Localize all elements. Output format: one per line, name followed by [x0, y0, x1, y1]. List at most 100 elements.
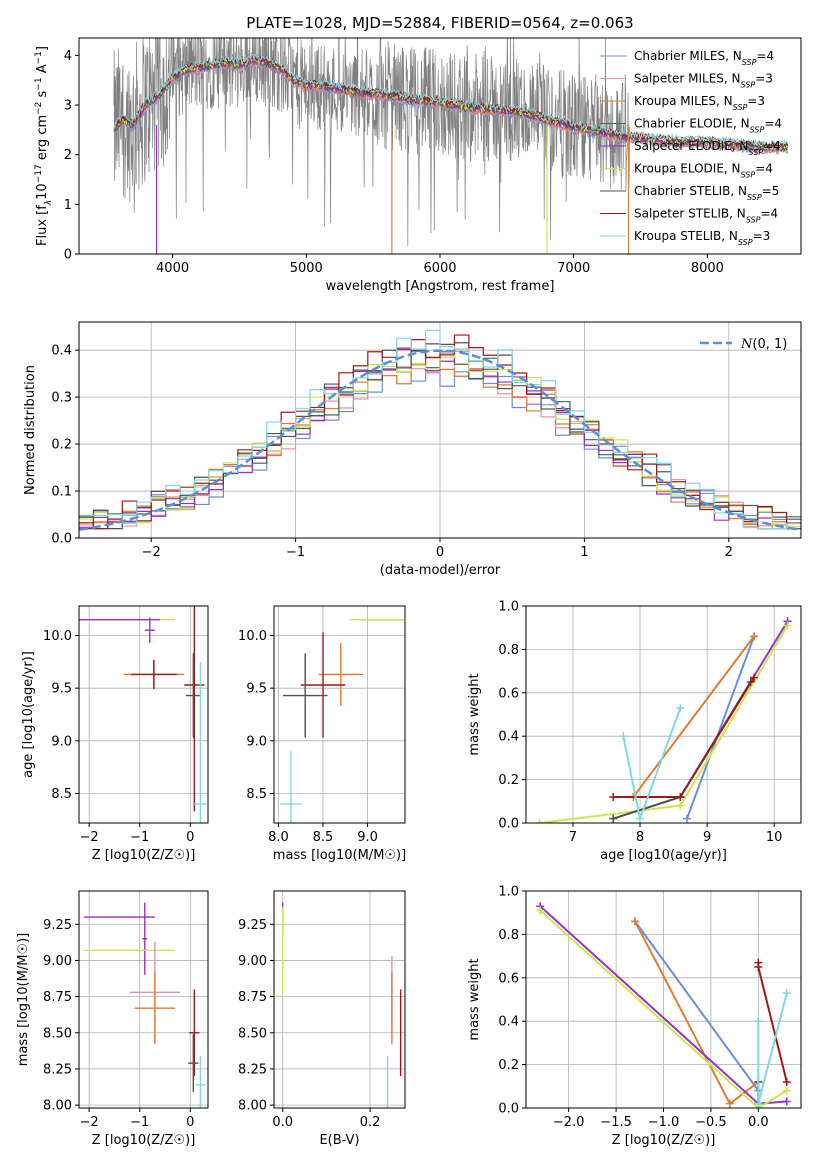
y-tick-label: 1.0 — [498, 885, 519, 900]
x-tick-label: 5000 — [290, 261, 323, 276]
weight-line-kroupa_miles — [632, 635, 755, 798]
x-tick-label: −1 — [286, 545, 305, 560]
legend-entry: Salpeter ELODIE, NSSP=4 — [634, 139, 781, 157]
weight-marker — [782, 1097, 791, 1106]
y-axis-label: Normed distribution — [23, 365, 38, 495]
x-axis-label: Z [log10(Z/Z☉)] — [92, 1133, 196, 1148]
x-tick-label: 10 — [766, 830, 783, 845]
y-axis-label: mass weight — [467, 673, 482, 755]
y-tick-label: 8.25 — [43, 1062, 72, 1077]
y-tick-label: 0.3 — [51, 391, 72, 406]
legend-entry: Chabrier MILES, NSSP=4 — [634, 49, 774, 67]
model-spectrum-kroupa_stelib — [113, 53, 789, 147]
weight-marker — [619, 732, 628, 741]
x-axis-label: Z [log10(Z/Z☉)] — [92, 848, 196, 863]
y-tick-label: 0.2 — [498, 773, 519, 788]
legend-entry: Kroupa MILES, NSSP=3 — [634, 94, 765, 112]
weight-marker — [609, 814, 618, 823]
weight-marker — [676, 792, 685, 801]
weight-marker — [782, 988, 791, 997]
histogram-chabrier_miles — [79, 369, 801, 530]
weight-line-chabrier_miles — [634, 920, 760, 1092]
x-axis-label: E(B-V) — [319, 1133, 359, 1148]
x-tick-label: −2.0 — [553, 1115, 585, 1130]
x-tick-label: 0 — [436, 545, 444, 560]
panel-residuals: −2 −1 0 1 2 0.0 0.1 0.2 0.3 0.4 (data-model)/error… — [23, 321, 802, 578]
axes-frame — [525, 605, 802, 824]
panel-spectrum: PLATE=1028, MJD=52884, FIBERID=0564, z=0… — [34, 14, 802, 294]
y-tick-label: 0.0 — [51, 532, 72, 547]
weight-line-salpeter_stelib — [757, 962, 788, 1083]
x-tick-label: 0.2 — [360, 1115, 381, 1130]
x-tick-label: 2 — [725, 545, 733, 560]
x-tick-label: 0.0 — [272, 1115, 293, 1130]
panel-mass_vs_ebv: 0.0 0.2 8.00 8.25 8.50 8.75 9.00 9.25 E(B-V) — [238, 890, 406, 1148]
chart-title: PLATE=1028, MJD=52884, FIBERID=0564, z=0… — [246, 14, 633, 32]
weight-marker — [535, 819, 544, 823]
y-tick-label: 2 — [64, 148, 72, 163]
legend: N(0, 1) — [700, 337, 787, 352]
weight-marker — [750, 632, 759, 641]
y-tick-label: 0.2 — [498, 1058, 519, 1073]
x-tick-label: 8 — [636, 830, 644, 845]
weight-marker — [631, 917, 640, 926]
x-axis-label: wavelength [Angstrom, rest frame] — [326, 279, 555, 294]
weight-marker — [636, 814, 645, 823]
weight-marker — [682, 814, 691, 823]
x-axis-label: age [log10(age/yr)] — [600, 848, 727, 863]
legend-entry: Salpeter STELIB, NSSP=4 — [634, 207, 778, 225]
weight-line-kroupa_stelib — [757, 992, 788, 1104]
data-spectrum — [113, 38, 630, 247]
x-tick-label: −2 — [80, 830, 99, 845]
weight-marker — [782, 1086, 791, 1095]
plot-area — [280, 618, 404, 823]
y-tick-label: 0 — [64, 248, 72, 263]
x-tick-label: −1.0 — [648, 1115, 680, 1130]
y-tick-label: 4 — [64, 49, 72, 64]
plot-area — [113, 38, 789, 254]
weight-marker — [754, 962, 763, 971]
x-tick-label: 8000 — [691, 261, 724, 276]
x-axis-label: (data-model)/error — [380, 563, 501, 578]
panel-age_vs_mass: 8.0 8.5 9.0 8.5 9.0 9.5 10.0 mass [log10(M/M☉)] — [238, 605, 406, 863]
legend-entry: N(0, 1) — [740, 337, 787, 352]
x-tick-label: 0 — [186, 1115, 194, 1130]
weight-line-kroupa_stelib — [622, 707, 682, 823]
legend-entry: Kroupa ELODIE, NSSP=4 — [634, 162, 773, 180]
y-tick-label: 0.6 — [498, 686, 519, 701]
panel-age_vs_Z: −2 −1 0 8.5 9.0 9.5 10.0 Z [log10(Z/Z☉)] age [lo… — [21, 605, 209, 863]
x-tick-label: 9.0 — [357, 830, 378, 845]
y-tick-label: 10.0 — [238, 629, 267, 644]
y-tick-label: 9.5 — [246, 682, 267, 697]
y-tick-label: 0.1 — [51, 485, 72, 500]
axes-frame — [78, 890, 209, 1109]
x-tick-label: −1 — [130, 830, 149, 845]
x-tick-label: 7 — [569, 830, 577, 845]
weight-marker — [782, 1077, 791, 1086]
y-tick-label: 0.4 — [498, 730, 519, 745]
legend-entry: Kroupa STELIB, NSSP=3 — [634, 229, 770, 247]
y-tick-label: 0.6 — [498, 971, 519, 986]
y-tick-label: 0.8 — [498, 643, 519, 658]
y-tick-label: 0.4 — [51, 344, 72, 359]
x-tick-label: −2 — [80, 1115, 99, 1130]
histogram-kroupa_elodie — [79, 349, 801, 528]
y-tick-label: 1 — [64, 198, 72, 213]
x-axis-label: mass [log10(M/M☉)] — [273, 848, 406, 863]
legend-entry: Chabrier ELODIE, NSSP=4 — [634, 117, 782, 135]
x-tick-label: −1 — [130, 1115, 149, 1130]
y-axis-label: mass [log10(M/M☉)] — [16, 933, 31, 1066]
y-tick-label: 8.00 — [238, 1099, 267, 1114]
weight-marker — [676, 801, 685, 810]
y-tick-label: 8.50 — [43, 1026, 72, 1041]
x-tick-label: 6000 — [423, 261, 456, 276]
y-tick-label: 0.8 — [498, 928, 519, 943]
plot-area — [535, 617, 792, 823]
panel-weight_vs_age: 7 8 9 10 0.0 0.2 0.4 0.6 0.8 1.0 age [log10(age/yr… — [467, 600, 802, 863]
y-tick-label: 8.75 — [238, 990, 267, 1005]
y-tick-label: 9.00 — [238, 954, 267, 969]
x-tick-label: 0.0 — [748, 1115, 769, 1130]
panel-mass_vs_Z: −2 −1 0 8.00 8.25 8.50 8.75 9.00 9.25 Z [log10(Z/… — [16, 890, 209, 1148]
y-tick-label: 9.0 — [51, 734, 72, 749]
